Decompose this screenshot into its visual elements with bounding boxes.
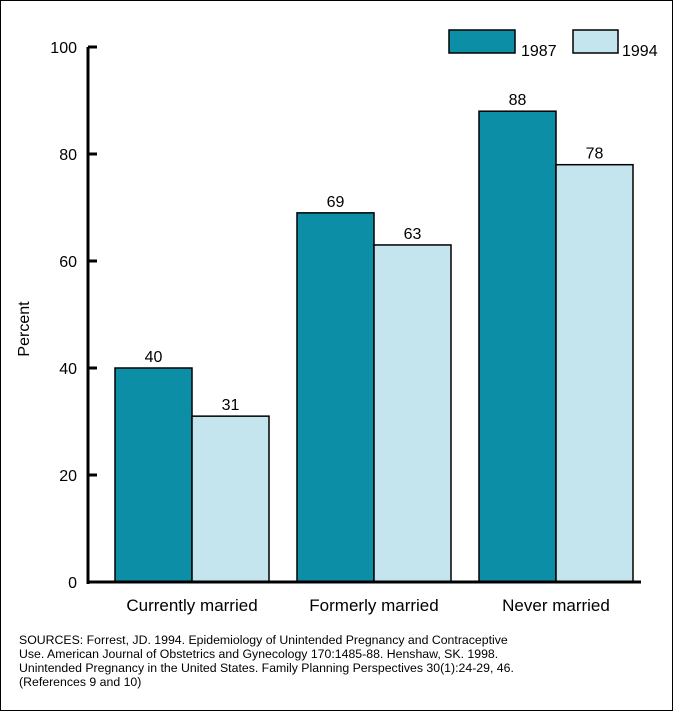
bar-value-label: 69	[327, 194, 345, 211]
y-axis: 0 20 40 60 80 100	[50, 40, 97, 592]
legend-swatch	[572, 29, 619, 54]
y-tick-label: 100	[50, 40, 77, 57]
legend-swatch	[448, 29, 516, 54]
y-tick-label: 0	[68, 575, 77, 592]
x-axis: Currently married Formerly married Never m…	[86, 580, 641, 615]
legend: 1987 1994	[448, 29, 658, 60]
y-tick-label: 20	[59, 468, 77, 485]
x-category-label: Formerly married	[309, 596, 438, 615]
bar-chart: Percent 0 20 40 60 80 100 40 31 69 63 88 78 Curren…	[16, 29, 658, 615]
legend-label: 1994	[622, 43, 658, 60]
y-tick-label: 60	[59, 254, 77, 271]
y-tick-label: 80	[59, 147, 77, 164]
bar-value-label: 31	[222, 397, 240, 414]
legend-label: 1987	[521, 43, 557, 60]
bar	[191, 415, 270, 583]
bars: 40 31 69 63 88 78	[114, 92, 634, 583]
y-tick-label: 40	[59, 361, 77, 378]
bar	[478, 110, 557, 583]
x-category-label: Never married	[502, 596, 610, 615]
bar	[555, 163, 634, 583]
sources-note: SOURCES: Forrest, JD. 1994. Epidemiology…	[19, 633, 659, 689]
bar	[296, 212, 375, 583]
y-axis-label: Percent	[16, 301, 33, 357]
sources-line: Unintended Pregnancy in the United State…	[19, 661, 514, 675]
bar	[373, 244, 452, 583]
bar-value-label: 40	[145, 349, 163, 366]
sources-line: Use. American Journal of Obstetrics and …	[19, 647, 499, 661]
sources-line: SOURCES: Forrest, JD. 1994. Epidemiology…	[19, 633, 508, 647]
bar-value-label: 78	[586, 146, 604, 163]
x-category-label: Currently married	[126, 596, 257, 615]
bar-value-label: 63	[404, 226, 422, 243]
bar	[114, 367, 193, 583]
bar-value-label: 88	[509, 92, 527, 109]
sources-line: (References 9 and 10)	[19, 675, 142, 689]
